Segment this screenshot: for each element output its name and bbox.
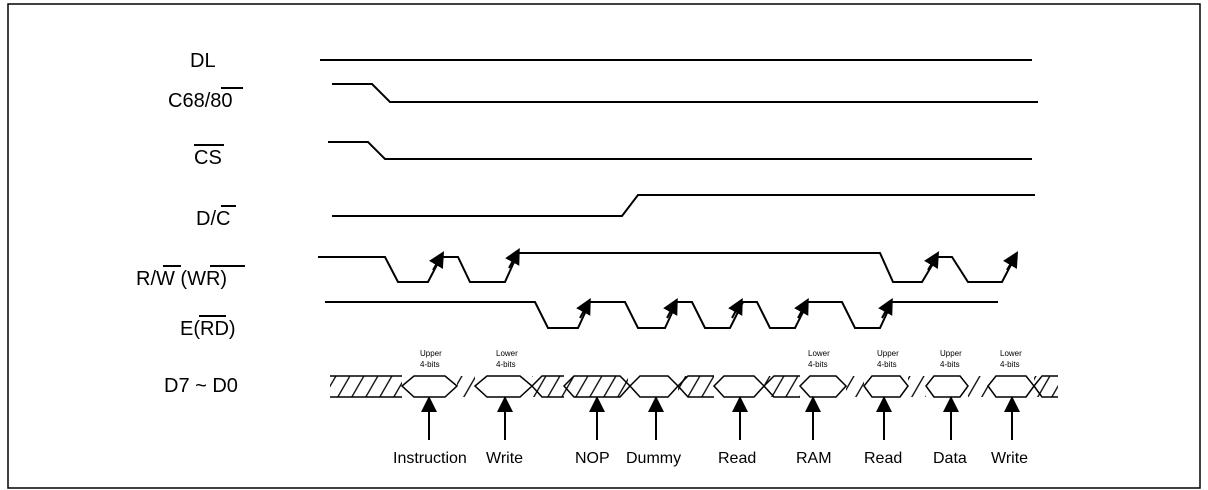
bus-valid-9 [987,375,1035,398]
bus-valid-2 [473,375,534,398]
bus-hatch-5 [678,376,714,397]
note-6-line2: 4-bits [1000,360,1020,369]
e-arrow-4 [794,297,809,319]
note-2-line2: 4-bits [496,360,516,369]
rw-arrow-1 [429,251,445,271]
e-arrow-3 [728,297,743,319]
bus-hatch-8 [908,376,926,397]
label-arrows [421,396,1020,440]
label-read-1: Read [718,450,756,467]
label-write-1: Write [486,450,523,467]
signal-c68-label: C68/80 [168,90,233,112]
note-4-line2: 4-bits [877,360,897,369]
bus-valid-7 [863,375,909,398]
dc-waveform [332,194,1035,217]
signal-e-label: E(RD) [180,318,236,340]
label-read-2: Read [864,450,902,467]
bus-hatch-3 [532,376,564,397]
c68-waveform [332,83,1038,103]
e-arrow-2 [663,297,678,319]
label-write-2: Write [991,450,1028,467]
bus-hatch-2 [457,376,475,397]
signal-rw-label: R/W (WR) [136,268,227,290]
label-instruction: Instruction [393,450,467,467]
data-bus [330,375,1058,398]
note-6-line1: Lower [1000,349,1022,358]
label-dummy: Dummy [626,450,681,467]
rw-arrow-4 [1003,251,1019,271]
rw-waveform [318,252,1016,283]
bus-hatch-7 [846,376,864,397]
note-4-line1: Upper [877,349,899,358]
bus-hatch-10 [1034,376,1058,397]
label-nop: NOP [575,450,610,467]
rw-arrow-3 [924,251,940,271]
bus-valid-4 [628,375,680,398]
signal-dl-label: DL [190,50,216,72]
bus-hatch-6 [764,376,800,397]
outer-frame [7,3,1201,489]
note-5-line2: 4-bits [940,360,960,369]
signal-cs-label: CS [194,147,222,169]
label-ram: RAM [796,450,832,467]
cs-waveform [328,141,1032,160]
e-arrow-5 [878,297,893,319]
rw-arrow-2 [505,247,520,269]
signal-dc-label: D/C [196,208,230,230]
e-waveform [325,301,998,329]
bus-valid-5 [712,375,766,398]
note-1-line1: Upper [420,349,442,358]
bus-hatch-9 [968,376,988,397]
note-1-line2: 4-bits [420,360,440,369]
note-2-line1: Lower [496,349,518,358]
bus-hatch-1 [330,376,402,397]
bus-valid-8 [925,375,969,398]
label-data: Data [933,450,967,467]
e-arrow-1 [576,297,591,319]
bus-valid-6 [798,375,848,398]
bus-hatch-4 [564,376,628,397]
note-3-line2: 4-bits [808,360,828,369]
note-5-line1: Upper [940,349,962,358]
bus-valid-1 [400,375,459,398]
signal-d7-label: D7 ~ D0 [164,375,238,397]
note-3-line1: Lower [808,349,830,358]
